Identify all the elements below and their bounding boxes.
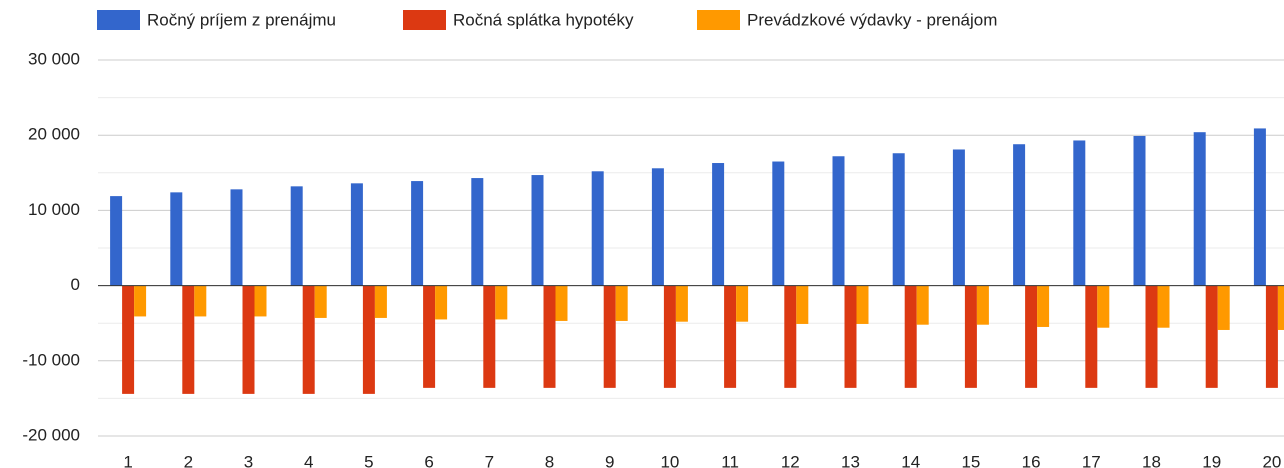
legend-swatch <box>403 10 446 30</box>
bar <box>543 285 556 388</box>
bar <box>904 285 917 388</box>
bar <box>1193 132 1206 286</box>
bar <box>435 285 448 320</box>
bar <box>1013 144 1026 286</box>
bar <box>916 285 929 325</box>
bar <box>615 285 628 321</box>
x-tick-label: 7 <box>485 452 494 468</box>
bar <box>471 178 484 286</box>
bar <box>1133 135 1146 286</box>
bar <box>531 175 544 286</box>
x-tick-label: 12 <box>781 452 800 468</box>
bar <box>555 285 568 321</box>
bar <box>194 285 207 317</box>
bar <box>952 149 965 286</box>
bar <box>302 285 315 394</box>
x-tick-label: 1 <box>123 452 132 468</box>
bar <box>1217 285 1230 330</box>
x-tick-label: 9 <box>605 452 614 468</box>
legend-label: Ročná splátka hypotéky <box>453 10 634 29</box>
bar <box>784 285 797 388</box>
bar <box>254 285 267 317</box>
x-tick-label: 17 <box>1082 452 1101 468</box>
bar <box>110 196 123 286</box>
bar <box>1205 285 1218 388</box>
bar <box>1157 285 1170 328</box>
bar <box>1265 285 1278 388</box>
bar <box>182 285 195 394</box>
x-tick-label: 8 <box>545 452 554 468</box>
bar <box>122 285 135 394</box>
x-tick-label: 10 <box>660 452 679 468</box>
bar <box>1253 128 1266 286</box>
bar <box>1085 285 1098 388</box>
legend-label: Prevádzkové výdavky - prenájom <box>747 10 997 29</box>
bar <box>772 161 785 286</box>
x-tick-label: 2 <box>184 452 193 468</box>
bar <box>976 285 989 325</box>
bar <box>423 285 436 388</box>
legend-swatch <box>97 10 140 30</box>
bar <box>1277 285 1284 330</box>
x-tick-label: 11 <box>721 452 739 468</box>
bar <box>663 285 676 388</box>
bar <box>675 285 688 322</box>
bar <box>591 171 604 286</box>
y-tick-label: 30 000 <box>28 49 80 68</box>
legend-swatch <box>697 10 740 30</box>
x-tick-label: 13 <box>841 452 860 468</box>
bar <box>411 181 424 286</box>
bar <box>964 285 977 388</box>
bar <box>1145 285 1158 388</box>
y-tick-label: 0 <box>71 275 80 294</box>
bar <box>362 285 375 394</box>
bar <box>724 285 737 388</box>
x-tick-label: 5 <box>364 452 373 468</box>
bar <box>230 189 243 286</box>
bar <box>242 285 255 394</box>
bar <box>314 285 327 318</box>
bar <box>832 156 845 286</box>
x-tick-label: 14 <box>901 452 920 468</box>
y-tick-label: -10 000 <box>22 350 80 369</box>
bar <box>350 183 363 286</box>
bar <box>495 285 508 320</box>
bar <box>1097 285 1110 328</box>
x-tick-label: 4 <box>304 452 313 468</box>
bar <box>796 285 809 324</box>
bar <box>1037 285 1050 327</box>
x-tick-label: 18 <box>1142 452 1161 468</box>
bar <box>856 285 869 324</box>
bar <box>134 285 147 317</box>
bar <box>170 192 183 286</box>
x-tick-label: 15 <box>961 452 980 468</box>
legend-label: Ročný príjem z prenájmu <box>147 10 336 29</box>
bar <box>736 285 749 322</box>
bar <box>290 186 303 286</box>
x-tick-label: 16 <box>1022 452 1041 468</box>
bar <box>712 163 725 286</box>
bar <box>892 153 905 286</box>
y-tick-label: -20 000 <box>22 425 80 444</box>
y-tick-label: 20 000 <box>28 125 80 144</box>
x-tick-label: 3 <box>244 452 253 468</box>
y-tick-label: 10 000 <box>28 200 80 219</box>
x-tick-label: 6 <box>424 452 433 468</box>
bar <box>651 168 664 286</box>
bar <box>483 285 496 388</box>
bar <box>603 285 616 388</box>
x-tick-label: 19 <box>1202 452 1221 468</box>
bar <box>1073 140 1086 286</box>
bar <box>844 285 857 388</box>
bar <box>374 285 387 318</box>
x-tick-label: 20 <box>1262 452 1281 468</box>
bar <box>1025 285 1038 388</box>
